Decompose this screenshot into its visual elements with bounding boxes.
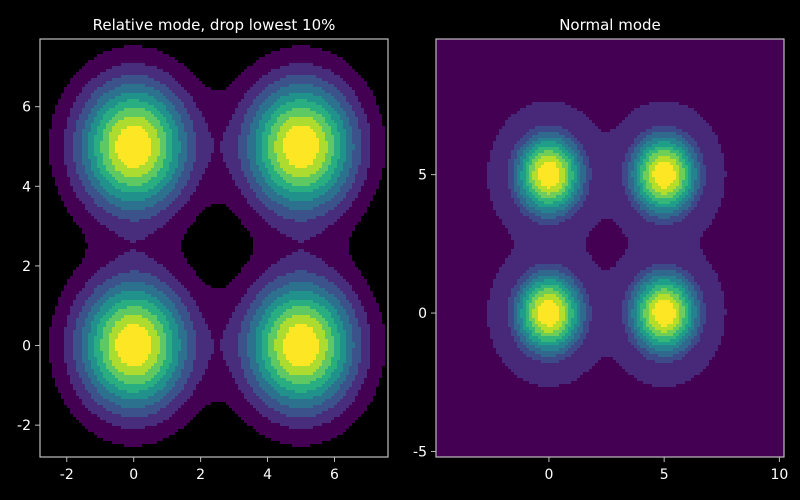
x-tick-label: 4	[263, 467, 272, 483]
x-tick-label: 0	[129, 467, 138, 483]
x-tick-label: 10	[770, 467, 788, 483]
x-tick-label: 0	[544, 467, 553, 483]
panel-relative-mode: Relative mode, drop lowest 10% -2 0 2 4 6 -2 0…	[17, 16, 388, 483]
y-tick-label: 0	[22, 339, 31, 355]
y-tick-label: -5	[413, 444, 427, 460]
plot-background	[436, 39, 784, 457]
x-tick-label: -2	[60, 467, 74, 483]
panel-normal-mode: Normal mode 0 5 10 -5 0 5	[413, 16, 788, 483]
y-tick-label: -2	[17, 418, 31, 434]
x-tick-label: 6	[330, 467, 339, 483]
contour-area-left	[40, 39, 388, 457]
y-tick-label: 5	[418, 168, 427, 184]
y-tick-label: 2	[22, 259, 31, 275]
y-tick-label: 6	[22, 100, 31, 116]
chart-title-left: Relative mode, drop lowest 10%	[93, 16, 336, 34]
y-tick-label: 0	[418, 306, 427, 322]
chart-title-right: Normal mode	[559, 16, 661, 34]
x-tick-label: 5	[660, 467, 669, 483]
contour-area-right	[436, 39, 784, 457]
y-tick-label: 4	[22, 179, 31, 195]
x-tick-label: 2	[196, 467, 205, 483]
